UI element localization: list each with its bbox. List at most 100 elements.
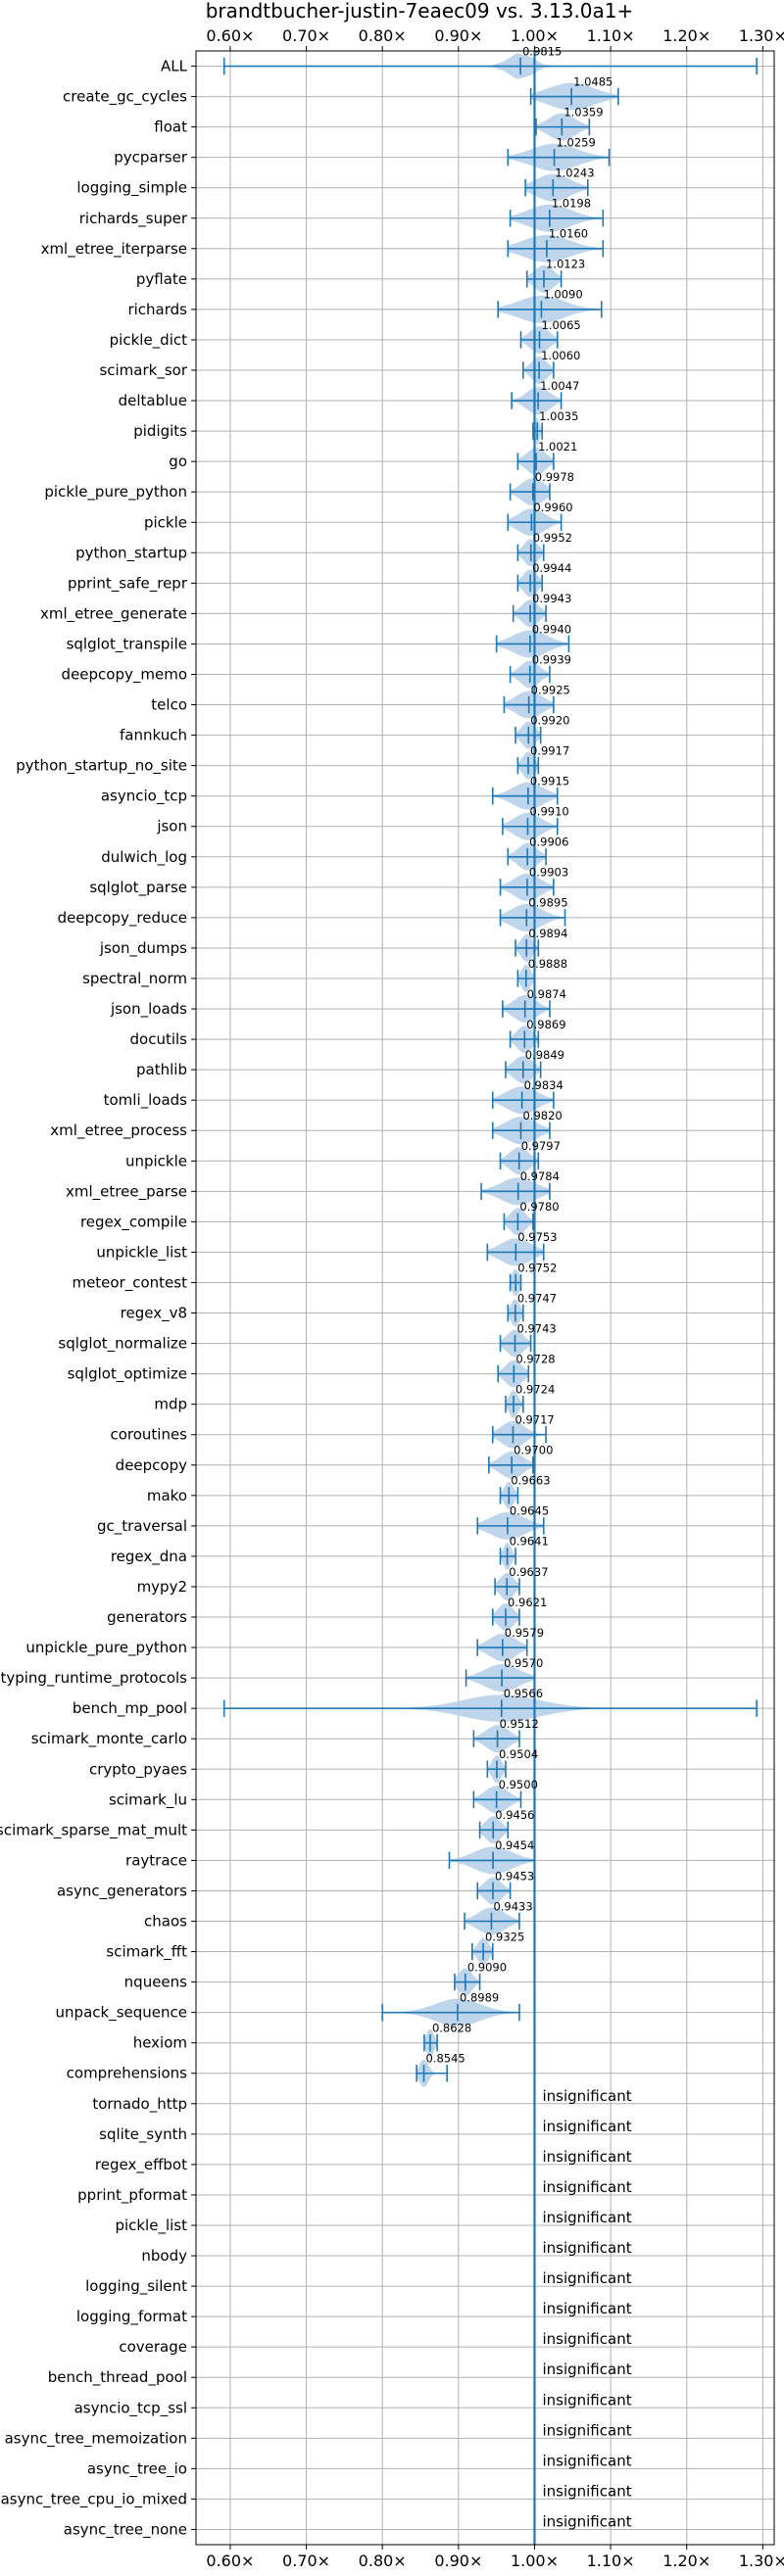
insignificant-label: insignificant	[542, 2421, 631, 2439]
insignificant-label: insignificant	[542, 2178, 631, 2196]
x-ticks-bottom: 0.60× 0.70× 0.80× 0.90× 1.00× 1.10× 1.20× 1.30×	[206, 2545, 784, 2570]
category-label: unpickle_pure_python	[25, 1639, 187, 1657]
category-label: nqueens	[124, 1974, 187, 1991]
value-label: 0.9500	[499, 1778, 538, 1791]
tick-label-bottom: 1.10×	[587, 2552, 635, 2570]
tick-label-bottom: 0.70×	[282, 2552, 330, 2570]
value-label: 0.9920	[530, 713, 569, 727]
value-label: 0.9504	[499, 1747, 538, 1761]
value-label: 0.9453	[495, 1869, 534, 1883]
category-label: bench_mp_pool	[73, 1699, 187, 1718]
value-label: 1.0485	[573, 74, 612, 88]
category-label: xml_etree_parse	[66, 1182, 187, 1201]
value-label: 1.0035	[539, 409, 578, 423]
tick-label-bottom: 1.30×	[739, 2552, 784, 2570]
value-labels: 0.98151.04851.03591.02591.02431.01981.01…	[426, 44, 632, 2530]
category-label: deepcopy	[116, 1456, 187, 1474]
category-label: richards_super	[79, 210, 188, 228]
category-label: crypto_pyaes	[89, 1760, 187, 1779]
category-label: tornado_http	[92, 2095, 187, 2114]
insignificant-label: insignificant	[542, 2330, 631, 2348]
value-label: 1.0090	[543, 288, 582, 302]
category-label: coroutines	[110, 1426, 187, 1444]
insignificant-label: insignificant	[542, 2118, 631, 2135]
category-label: xml_etree_iterparse	[41, 240, 187, 259]
value-label: 0.9888	[528, 957, 567, 971]
category-label: python_startup_no_site	[16, 757, 187, 776]
category-label: async_tree_cpu_io_mixed	[1, 2490, 187, 2508]
tick-label-bottom: 1.20×	[662, 2552, 710, 2570]
value-label: 0.9700	[514, 1444, 553, 1457]
value-label: 0.9895	[528, 896, 567, 910]
insignificant-label: insignificant	[542, 2148, 631, 2166]
insignificant-label: insignificant	[542, 2361, 631, 2378]
value-label: 0.9747	[517, 1291, 557, 1305]
category-label: float	[154, 119, 187, 136]
category-label: coverage	[119, 2338, 187, 2356]
category-label: gc_traversal	[97, 1517, 187, 1536]
value-label: 0.8545	[426, 2052, 466, 2066]
tick-label-bottom: 0.80×	[359, 2552, 407, 2570]
value-label: 0.9944	[532, 561, 571, 575]
value-label: 0.9874	[527, 987, 566, 1001]
value-label: 1.0243	[555, 167, 594, 180]
category-label: create_gc_cycles	[63, 88, 187, 107]
category-label: mypy2	[137, 1578, 187, 1596]
value-label: 0.9456	[495, 1808, 534, 1822]
insignificant-label: insignificant	[542, 2391, 631, 2409]
tick-label-top: 0.70×	[282, 26, 330, 45]
tick-label-bottom: 0.90×	[434, 2552, 482, 2570]
category-label: regex_effbot	[95, 2156, 187, 2174]
value-label: 0.9637	[509, 1565, 548, 1579]
value-label: 0.9925	[531, 683, 570, 696]
category-label: nbody	[141, 2247, 187, 2265]
category-label: logging_simple	[76, 179, 187, 198]
value-label: 0.9325	[485, 1930, 524, 1943]
category-label: fannkuch	[120, 727, 187, 744]
value-label: 0.9894	[528, 927, 567, 940]
insignificant-label: insignificant	[542, 2512, 631, 2530]
value-label: 0.9869	[526, 1018, 565, 1031]
category-label: sqlglot_optimize	[68, 1365, 187, 1384]
category-label: pickle	[144, 513, 187, 531]
value-label: 0.9717	[514, 1413, 554, 1427]
category-label: python_startup	[75, 544, 187, 562]
value-label: 0.9433	[493, 1899, 532, 1913]
value-label: 0.9952	[533, 531, 572, 545]
category-label: xml_etree_generate	[40, 604, 187, 623]
category-label: ALL	[161, 58, 188, 75]
value-label: 1.0259	[557, 135, 596, 149]
tick-label-top: 1.10×	[587, 26, 635, 45]
value-label: 0.9752	[517, 1261, 557, 1274]
value-label: 0.9903	[529, 866, 568, 880]
category-label: sqlite_synth	[99, 2125, 187, 2144]
category-label: scimark_fft	[106, 1943, 187, 1962]
value-label: 0.8989	[460, 1990, 499, 2004]
tick-label-bottom: 1.00×	[511, 2552, 559, 2570]
insignificant-label: insignificant	[542, 2087, 631, 2105]
category-label: deltablue	[119, 392, 187, 409]
tick-label-top: 1.00×	[511, 26, 559, 45]
category-label: async_generators	[57, 1882, 187, 1900]
value-label: 0.9910	[529, 805, 568, 819]
insignificant-label: insignificant	[542, 2482, 631, 2500]
value-label: 1.0198	[552, 197, 591, 211]
category-label: tomli_loads	[104, 1091, 188, 1110]
value-label: 0.9940	[532, 622, 571, 636]
category-label: mdp	[154, 1396, 187, 1413]
category-label: json_loads	[110, 1000, 187, 1019]
value-label: 1.0123	[546, 258, 585, 271]
category-label: asyncio_tcp_ssl	[74, 2399, 187, 2417]
value-label: 0.9579	[505, 1626, 544, 1640]
category-label: pprint_safe_repr	[68, 574, 188, 593]
value-label: 0.9663	[511, 1474, 550, 1488]
value-label: 1.0060	[541, 349, 580, 362]
category-label: deepcopy_reduce	[58, 909, 187, 928]
value-label: 0.9978	[535, 470, 574, 484]
category-label: pathlib	[136, 1061, 187, 1078]
category-label: scimark_sor	[99, 361, 187, 380]
tick-label-top: 0.80×	[359, 26, 407, 45]
category-label: bench_thread_pool	[48, 2368, 187, 2387]
category-label: telco	[151, 696, 187, 714]
value-label: 1.0359	[564, 105, 603, 119]
